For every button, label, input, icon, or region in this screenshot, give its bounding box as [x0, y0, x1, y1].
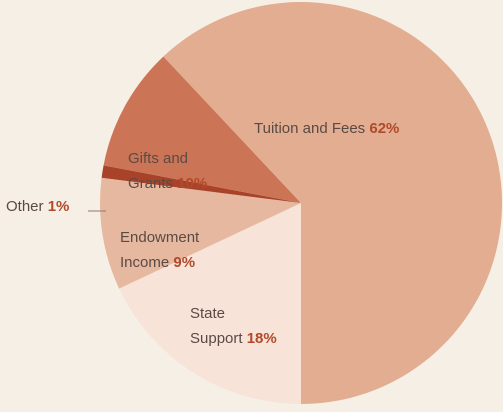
percent-label: 10% [177, 175, 208, 192]
slice-label: Endowment Income 9% [120, 225, 215, 275]
category-name: Tuition and Fees [254, 120, 366, 137]
slice-label: Other 1% [6, 194, 69, 219]
pie-slice [101, 165, 301, 203]
percent-label: 9% [173, 254, 196, 271]
slice-label: Tuition and Fees 62% [254, 116, 399, 141]
category-name: Gifts and Grants [128, 150, 189, 192]
slice-label: Gifts and Grants 10% [128, 146, 218, 196]
category-name: Other [6, 198, 44, 215]
slice-label: State Support 18% [190, 301, 278, 351]
percent-label: 1% [47, 198, 70, 215]
pie-slice [99, 177, 301, 289]
category-name: State Support [190, 305, 243, 347]
percent-label: 62% [369, 120, 400, 137]
category-name: Endowment Income [120, 229, 200, 271]
pie-slice [163, 1, 503, 404]
pie-slice [119, 203, 301, 404]
pie-slice [103, 56, 301, 203]
percent-label: 18% [246, 330, 277, 347]
